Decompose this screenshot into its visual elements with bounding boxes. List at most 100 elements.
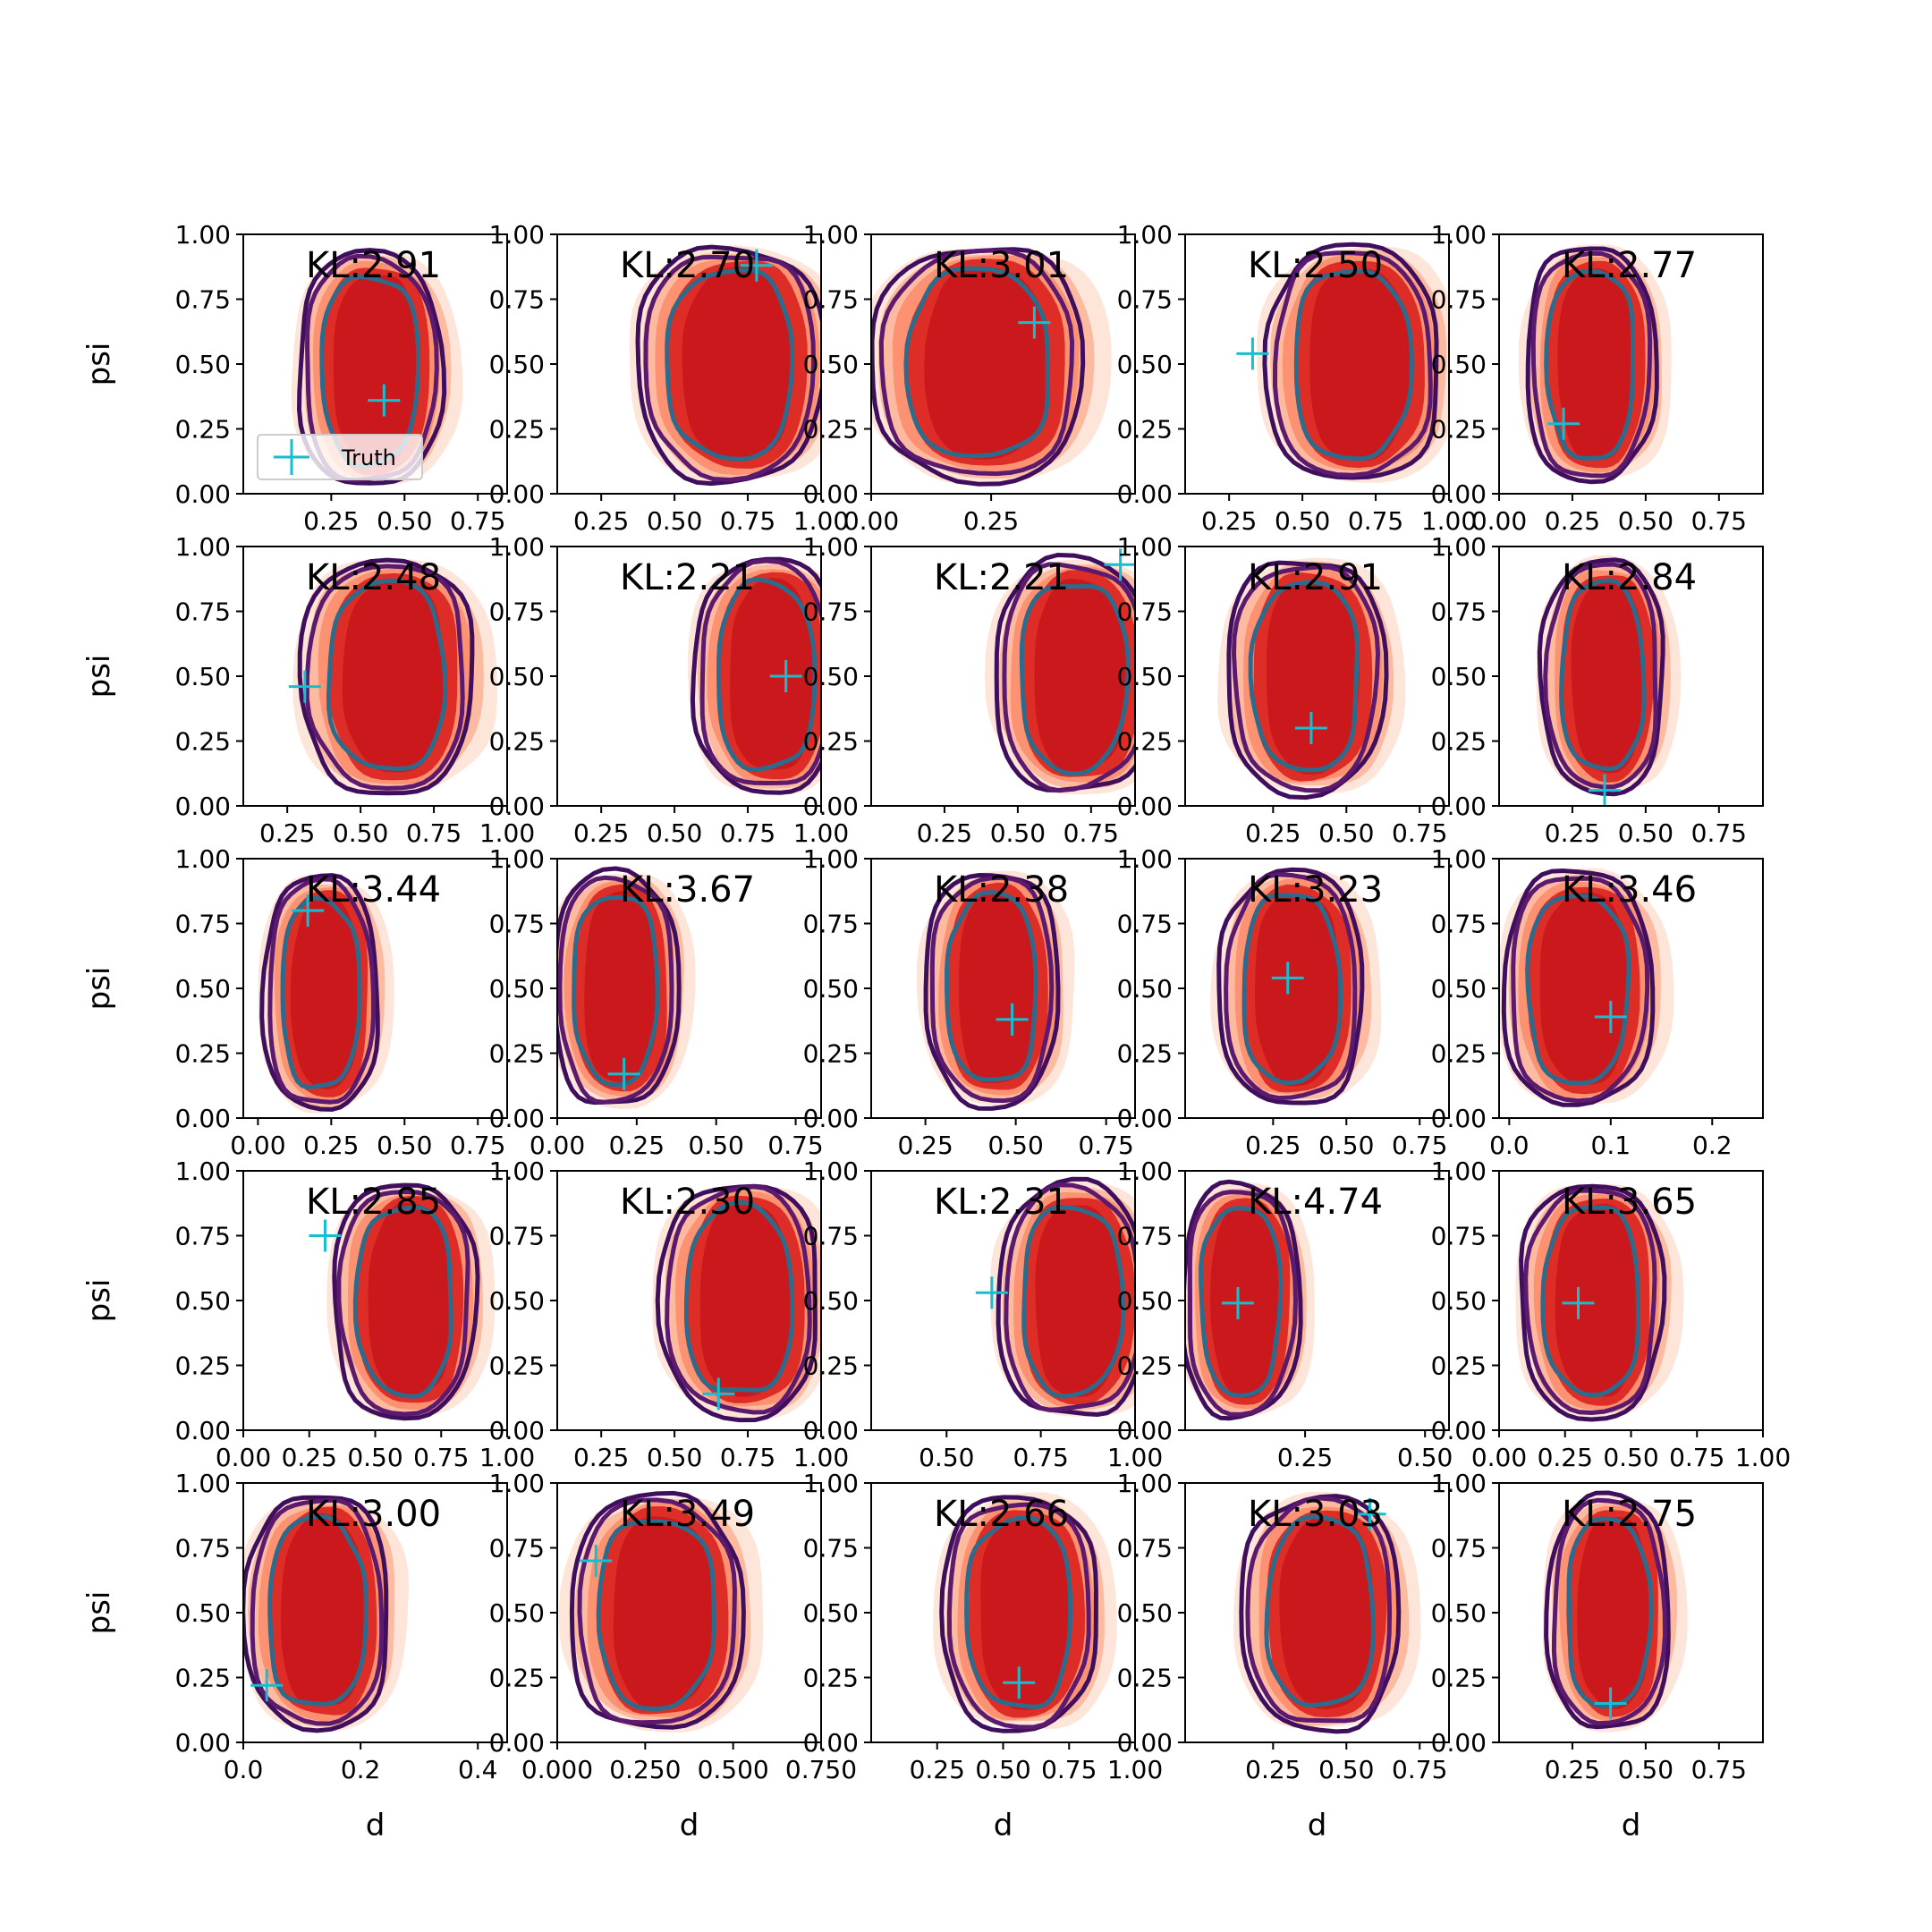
x-tick-label: 0.75: [1392, 1131, 1447, 1160]
panel-plot-area: [557, 866, 696, 1110]
x-tick-label: 0.75: [720, 506, 775, 536]
contour-line-1: [1544, 1490, 1671, 1730]
kl-annotation: KL:2.85: [306, 1182, 441, 1223]
y-tick-label: 1.00: [1117, 220, 1173, 250]
kl-annotation: KL:3.44: [306, 869, 441, 911]
x-tick-label: 0.50: [1618, 506, 1674, 536]
y-tick-label: 0.50: [1117, 350, 1173, 379]
x-axis-label: d: [680, 1808, 699, 1843]
kl-annotation: KL:2.31: [934, 1182, 1069, 1223]
y-tick-label: 0.75: [1117, 1534, 1173, 1563]
y-tick-label: 1.00: [1117, 1469, 1173, 1498]
panel-15: 0.00 0.25 0.50 0.75 1.00 0.0 0.1 0.2 KL:3.46: [1431, 844, 1764, 1160]
x-tick-label: 0.25: [573, 506, 629, 536]
y-tick-label: 0.00: [803, 1728, 859, 1758]
y-tick-label: 0.75: [489, 910, 545, 939]
contour-line-3: [1264, 1514, 1376, 1707]
truth-marker: [975, 1276, 1008, 1309]
x-tick-label: 0.4: [458, 1755, 498, 1784]
x-tick-label: 1.00: [793, 818, 849, 848]
density-fill-level-5: [613, 1516, 716, 1710]
contour-line-3: [326, 578, 448, 771]
kl-annotation: KL:3.23: [1248, 869, 1383, 911]
y-tick-label: 0.75: [1117, 1222, 1173, 1251]
x-tick-label: 0.25: [917, 818, 972, 848]
contour-line-1: [1501, 869, 1656, 1107]
y-tick-label: 1.00: [1117, 1157, 1173, 1186]
y-tick-label: 0.50: [803, 974, 859, 1004]
truth-marker: [1236, 337, 1269, 370]
kl-annotation: KL:2.50: [1248, 245, 1383, 286]
x-tick-label: 0.50: [1318, 818, 1374, 848]
kl-annotation: KL:2.21: [620, 557, 755, 598]
x-tick-label: 0.50: [1275, 506, 1330, 536]
y-tick-label: 0.25: [1431, 1664, 1487, 1693]
y-tick-label: 0.00: [803, 792, 859, 821]
x-tick-label: 0.00: [216, 1443, 271, 1472]
contour-line-2: [250, 1497, 385, 1726]
truth-marker: [309, 1219, 342, 1252]
contour-line-2: [1002, 562, 1135, 793]
panel-21: 0.00 0.25 0.50 0.75 1.00 0.0 0.2 0.4 KL:3.00 psi d: [81, 1469, 508, 1843]
y-axis-label: psi: [81, 1591, 117, 1635]
contour-line-1: [557, 866, 682, 1106]
x-tick-label: 0.50: [377, 1131, 432, 1160]
panel-plot-area: [1210, 867, 1382, 1106]
contour-line-3: [1559, 578, 1647, 772]
panel-13: 0.00 0.25 0.50 0.75 1.00 0.25 0.50 0.75 KL:2.38: [803, 844, 1136, 1160]
y-tick-label: 0.75: [803, 285, 859, 315]
truth-marker: [368, 384, 401, 417]
x-tick-label: 0.250: [609, 1755, 681, 1784]
contour-line-2: [1511, 876, 1650, 1104]
x-tick-label: 0.25: [963, 506, 1019, 536]
panel-5: 0.00 0.25 0.50 0.75 1.00 0.00 0.25 0.50 0.75 KL:2…: [1431, 220, 1764, 536]
panel-plot-area: [1542, 1490, 1688, 1733]
truth-marker: [292, 894, 325, 927]
y-tick-label: 0.25: [803, 1664, 859, 1693]
panel-20: 0.00 0.25 0.50 0.75 1.00 0.00 0.25 0.50 0.75 1.00…: [1431, 1157, 1792, 1472]
panel-16: 0.00 0.25 0.50 0.75 1.00 0.00 0.25 0.50 0.75 1.00…: [81, 1157, 535, 1472]
contour-line-2: [643, 254, 816, 482]
y-tick-label: 0.00: [1431, 1104, 1487, 1133]
y-tick-label: 0.00: [1431, 1728, 1487, 1758]
density-fill-level-5: [924, 267, 1049, 460]
contour-line-3: [1544, 268, 1635, 461]
panel-18: 0.00 0.25 0.50 0.75 1.00 0.50 0.75 1.00 KL:2.31: [803, 1157, 1164, 1472]
contour-line-1: [332, 1182, 480, 1421]
y-tick-label: 0.75: [489, 1534, 545, 1563]
y-tick-label: 0.50: [175, 662, 231, 691]
x-tick-label: 0.2: [341, 1755, 381, 1784]
y-tick-label: 0.75: [175, 1222, 231, 1251]
contour-line-1: [655, 1183, 818, 1423]
truth-marker: [996, 1003, 1029, 1036]
panel-plot-area: [1536, 555, 1682, 806]
y-tick-label: 0.25: [1117, 1352, 1173, 1381]
contour-line-1: [259, 873, 380, 1112]
contour-line-2: [929, 875, 1055, 1104]
x-tick-label: 0.50: [1397, 1443, 1453, 1472]
x-tick-label: 0.75: [1691, 1755, 1747, 1784]
panel-19: 0.00 0.25 0.50 0.75 1.00 0.25 0.50 KL:4.74: [1117, 1157, 1453, 1472]
legend-box: [257, 434, 423, 480]
x-tick-label: 0.25: [1277, 1443, 1333, 1472]
x-tick-label: 0.25: [573, 1443, 629, 1472]
panel-23: 0.00 0.25 0.50 0.75 1.00 0.25 0.50 0.75 1.00 KL:2…: [803, 1469, 1164, 1843]
x-tick-label: 0.25: [897, 1131, 953, 1160]
y-tick-label: 0.50: [803, 1598, 859, 1628]
x-tick-label: 0.75: [1691, 506, 1747, 536]
x-tick-label: 0.50: [647, 818, 702, 848]
y-tick-label: 0.00: [1117, 792, 1173, 821]
contour-line-1: [996, 1176, 1135, 1417]
panels-layer: 0.000.250.500.751.000.25 0.50 0.75KL:2.91p…: [81, 220, 1791, 1843]
x-tick-label: 0.75: [450, 506, 505, 536]
y-tick-label: 0.00: [175, 792, 231, 821]
y-tick-label: 0.50: [489, 350, 545, 379]
contour-line-1: [1519, 1183, 1667, 1422]
truth-marker: [1594, 1687, 1627, 1720]
x-tick-label: 1.00: [1735, 1443, 1791, 1472]
x-tick-label: 0.50: [1318, 1131, 1374, 1160]
y-tick-label: 0.50: [803, 350, 859, 379]
x-tick-label: 0.500: [698, 1755, 769, 1784]
density-fill-level-5: [980, 1518, 1072, 1710]
truth-marker: [607, 1057, 640, 1090]
